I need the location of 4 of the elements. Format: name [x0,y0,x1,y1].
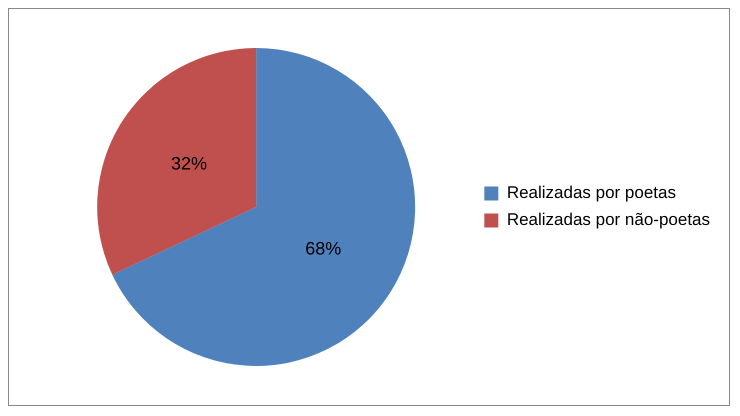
legend-label: Realizadas por poetas [506,183,676,202]
data-label: 32% [171,153,208,174]
data-label: 68% [305,238,342,259]
legend-label: Realizadas por não-poetas [506,210,710,230]
